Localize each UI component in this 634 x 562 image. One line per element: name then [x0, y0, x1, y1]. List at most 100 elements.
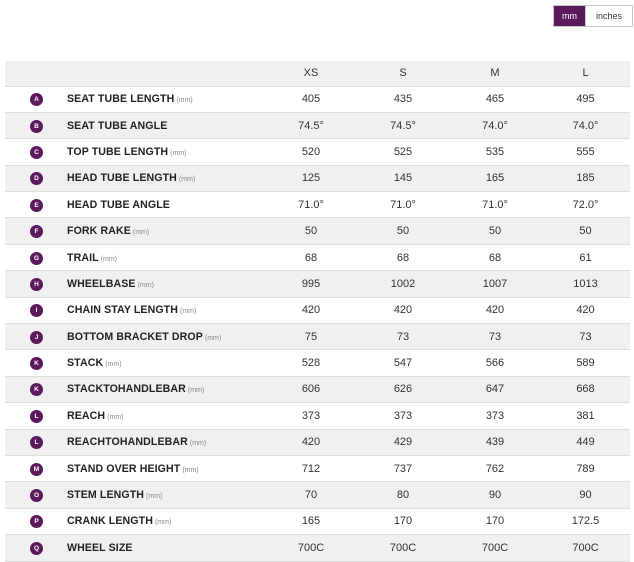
measurement-value: 547 [357, 349, 449, 377]
measurement-name-cell: WHEEL SIZE [67, 534, 265, 562]
measurement-name-cell: STACKTOHANDLEBAR (mm) [67, 376, 265, 404]
measurement-value: 75 [265, 323, 357, 351]
badge-cell: M [5, 455, 67, 483]
measurement-name-cell: STACK (mm) [67, 349, 265, 377]
measurement-value: 435 [357, 86, 449, 113]
table-row: G TRAIL (mm) 68 68 68 61 [5, 244, 630, 272]
measurement-unit: (mm) [178, 176, 196, 184]
measurement-value: 1002 [357, 270, 449, 298]
measurement-value: 429 [357, 429, 449, 456]
measurement-unit: (mm) [100, 255, 118, 263]
measurement-value: 566 [449, 349, 541, 377]
unit-mm-button[interactable]: mm [554, 6, 585, 26]
geometry-table: XS S M L A SEAT TUBE LENGTH (mm) 405 435 465 4… [5, 61, 630, 562]
measurement-value: 420 [265, 297, 357, 325]
measurement-name: STACK [67, 357, 104, 370]
badge-cell: K [5, 349, 67, 377]
measurement-value: 73 [541, 323, 630, 351]
measurement-value: 606 [265, 376, 357, 404]
measurement-value: 373 [357, 402, 449, 430]
measurement-value: 420 [265, 429, 357, 456]
measurement-value: 405 [265, 86, 357, 113]
size-header: XS [265, 61, 357, 87]
size-header: S [357, 61, 449, 87]
measurement-value: 125 [265, 165, 357, 193]
measurement-value: 145 [357, 165, 449, 193]
measurement-unit: (mm) [146, 493, 163, 501]
measurement-value: 185 [541, 165, 630, 193]
size-header: M [449, 61, 541, 87]
size-header: L [541, 61, 630, 87]
measurement-value: 439 [449, 429, 541, 456]
measurement-value: 712 [265, 455, 357, 483]
measurement-name-cell: REACHTOHANDLEBAR (mm) [67, 429, 265, 456]
table-row: P CRANK LENGTH (mm) 165 170 170 172.5 [5, 508, 630, 536]
measurement-name: REACHTOHANDLEBAR [67, 436, 188, 449]
measurement-value: 80 [357, 481, 449, 509]
badge-cell: C [5, 138, 67, 166]
measurement-name: SEAT TUBE ANGLE [67, 119, 168, 132]
measurement-name: WHEEL SIZE [67, 541, 133, 554]
measurement-name-cell: SEAT TUBE LENGTH (mm) [67, 86, 265, 113]
measurement-value: 50 [265, 217, 357, 245]
measurement-value: 74.0° [449, 112, 541, 140]
measurement-value: 165 [265, 508, 357, 536]
measurement-badge: D [30, 172, 43, 186]
table-row: L REACH (mm) 373 373 373 381 [5, 402, 630, 430]
measurement-value: 172.5 [541, 508, 630, 536]
measurement-unit: (mm) [187, 387, 205, 395]
measurement-value: 449 [541, 429, 630, 456]
badge-cell: D [5, 165, 67, 193]
badge-cell: H [5, 270, 67, 298]
measurement-value: 50 [357, 217, 449, 245]
measurement-name: STEM LENGTH [67, 489, 145, 502]
measurement-value: 647 [449, 376, 541, 404]
measurement-name: FORK RAKE [67, 225, 131, 238]
measurement-badge: Q [30, 541, 43, 555]
badge-cell: Q [5, 534, 67, 562]
measurement-value: 70 [265, 481, 357, 509]
measurement-name-cell: HEAD TUBE ANGLE [67, 191, 265, 219]
table-row: B SEAT TUBE ANGLE 74.5° 74.5° 74.0° 74.0° [5, 112, 630, 140]
measurement-name-cell: TRAIL (mm) [67, 244, 265, 272]
measurement-name-cell: CHAIN STAY LENGTH (mm) [67, 297, 265, 325]
measurement-badge: H [30, 277, 43, 291]
table-row: L REACHTOHANDLEBAR (mm) 420 429 439 449 [5, 429, 630, 456]
table-row: J BOTTOM BRACKET DROP (mm) 75 73 73 73 [5, 323, 630, 351]
measurement-value: 73 [357, 323, 449, 351]
measurement-badge: I [30, 304, 43, 318]
header-badge-cell [5, 61, 67, 87]
measurement-value: 50 [541, 217, 630, 245]
header-name-cell [67, 61, 265, 87]
measurement-unit: (mm) [182, 466, 199, 474]
measurement-value: 762 [449, 455, 541, 483]
unit-inches-button[interactable]: inches [585, 6, 632, 26]
measurement-value: 589 [541, 349, 630, 377]
measurement-value: 170 [357, 508, 449, 536]
measurement-badge: K [30, 383, 43, 397]
measurement-badge: B [30, 119, 43, 133]
table-header-row: XS S M L [5, 61, 630, 87]
measurement-value: 72.0° [541, 191, 630, 219]
measurement-value: 74.5° [265, 112, 357, 140]
measurement-name-cell: TOP TUBE LENGTH (mm) [67, 138, 265, 166]
measurement-name: STAND OVER HEIGHT [67, 462, 181, 475]
measurement-name: STACKTOHANDLEBAR [67, 383, 186, 396]
measurement-name: TRAIL [67, 251, 99, 264]
table-row: F FORK RAKE (mm) 50 50 50 50 [5, 217, 630, 245]
measurement-name: BOTTOM BRACKET DROP [67, 330, 203, 343]
measurement-badge: C [30, 145, 43, 159]
measurement-badge: O [30, 489, 43, 503]
measurement-value: 535 [449, 138, 541, 166]
measurement-value: 525 [357, 138, 449, 166]
measurement-value: 700C [541, 534, 630, 562]
measurement-badge: A [30, 93, 43, 107]
badge-cell: K [5, 376, 67, 404]
measurement-value: 165 [449, 165, 541, 193]
measurement-name: SEAT TUBE LENGTH [67, 93, 175, 106]
measurement-name: CRANK LENGTH [67, 515, 153, 528]
measurement-value: 700C [449, 534, 541, 562]
measurement-value: 420 [357, 297, 449, 325]
table-row: D HEAD TUBE LENGTH (mm) 125 145 165 185 [5, 165, 630, 193]
measurement-name: CHAIN STAY LENGTH [67, 304, 178, 317]
